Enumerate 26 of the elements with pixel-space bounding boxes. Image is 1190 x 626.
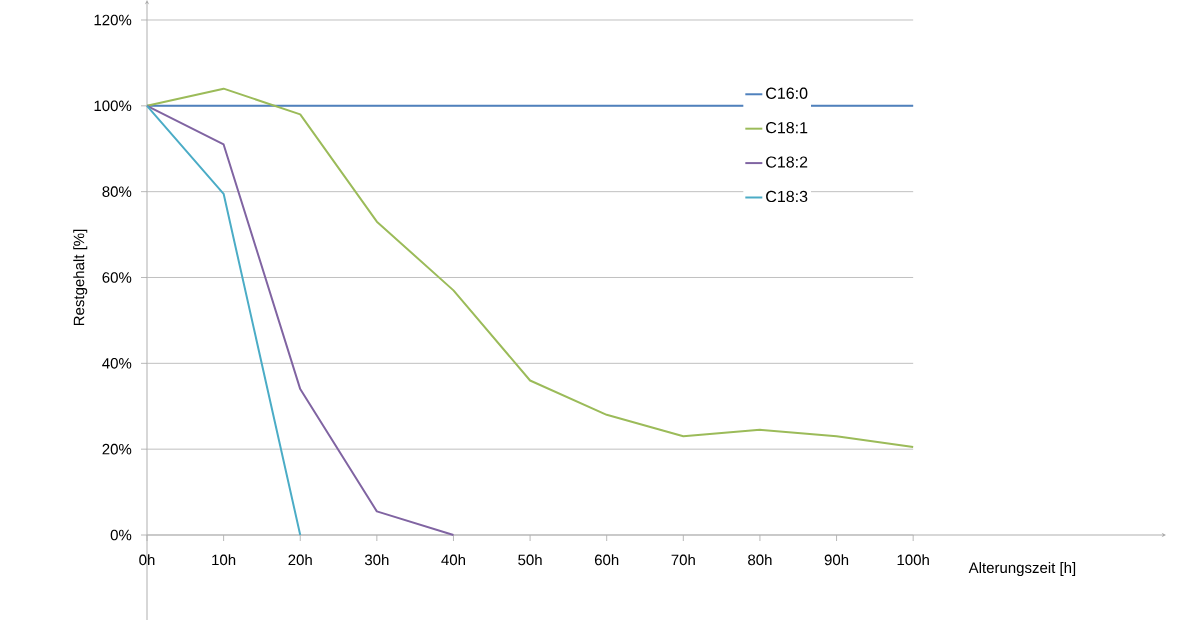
x-tick-label: 30h [364, 554, 389, 566]
line-series [146, 87, 915, 449]
x-tick-label: 50h [518, 554, 542, 566]
x-tick-label: 10h [212, 554, 236, 566]
legend-label: C18:3 [766, 190, 808, 203]
legend-label: C18:1 [766, 121, 808, 134]
y-tick-label: 120% [94, 14, 132, 26]
x-tick-label: 90h [824, 554, 849, 566]
x-tick-label: 60h [594, 554, 619, 566]
legend-label: C16:0 [766, 87, 808, 99]
y-tick-label: 60% [102, 272, 132, 283]
x-tick-label: 40h [441, 554, 466, 566]
y-tick-label: 80% [102, 186, 132, 197]
x-tick-label: 0h [139, 554, 155, 566]
y-tick-label: 0% [110, 529, 132, 541]
y-tick-label: 20% [102, 443, 132, 455]
y-axis-title: Restgehalt [%] [73, 229, 88, 326]
y-tick-label: 100% [94, 100, 132, 112]
x-tick-label: 70h [671, 554, 695, 566]
y-tick-label: 40% [102, 358, 132, 369]
line-series [146, 104, 455, 536]
x-tick-label: 20h [288, 554, 312, 566]
x-tick-label: 80h [748, 554, 772, 566]
x-tick-label: 100h [897, 554, 929, 566]
legend-label: C18:2 [766, 156, 808, 168]
x-axis-title: Alterungszeit [h] [968, 562, 1076, 576]
